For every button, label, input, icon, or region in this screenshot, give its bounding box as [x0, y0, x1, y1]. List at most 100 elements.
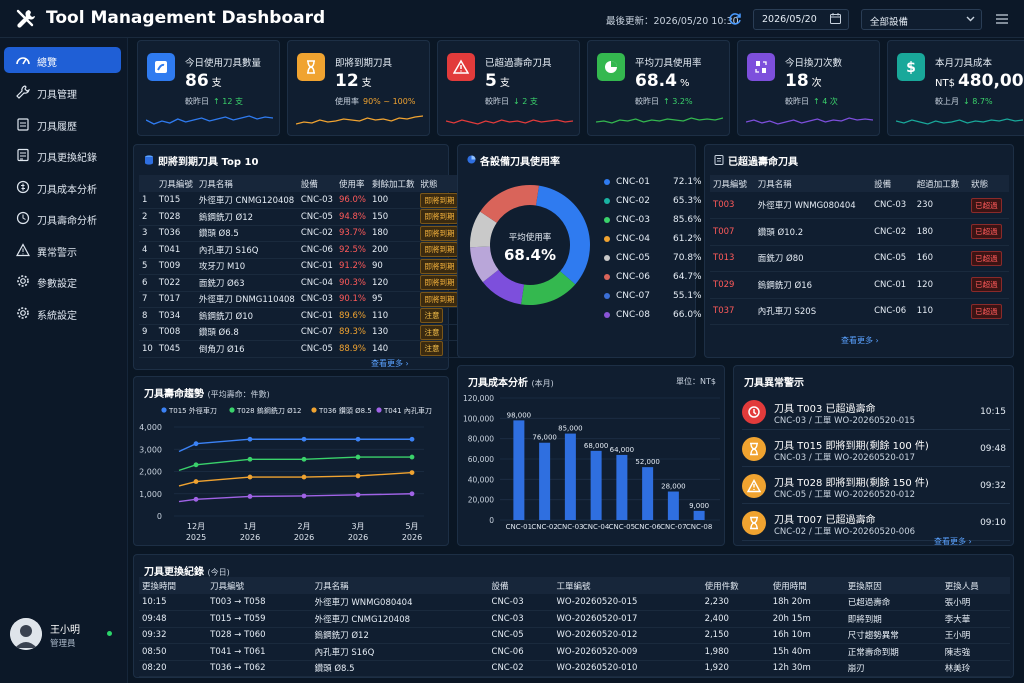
line-point[interactable]	[247, 436, 253, 442]
line-point[interactable]	[193, 462, 199, 468]
table-row[interactable]: 4 T041 內孔車刀 S16Q CNC-06 92.5% 200 即將到期	[139, 241, 462, 259]
user-profile[interactable]: 王小明 管理員	[10, 618, 125, 654]
line-point[interactable]	[409, 491, 415, 497]
sidebar-item-alerts[interactable]: 異常警示	[4, 237, 121, 263]
sidebar-item-change-records[interactable]: 刀具更換紀錄	[4, 142, 121, 168]
bar[interactable]	[667, 491, 679, 520]
kpi-card-avg-usage-rate[interactable]: 平均刀具使用率 68.4% 較昨日 ↑ 3.2%	[587, 40, 730, 136]
table-row[interactable]: 2 T028 鎢鋼銑刀 Ø12 CNC-05 94.8% 150 即將到期	[139, 208, 462, 226]
line-point[interactable]	[301, 436, 307, 442]
kpi-card-expiring-tools[interactable]: 即將到期刀具 12 支使用率 90% ~ 100%	[287, 40, 430, 136]
table-row[interactable]: T003 外徑車刀 WNMG080404 CNC-03 230 已超過	[710, 192, 1009, 219]
alert-item[interactable]: 刀具 T015 即將到期(剩餘 100 件) CNC-03 / 工單 WO-202…	[742, 433, 1010, 467]
sidebar-item-tool-history[interactable]: 刀具履歷	[4, 111, 121, 137]
table-row[interactable]: 7 T017 外徑車刀 DNMG110408 CNC-03 90.1% 95 即將到期	[139, 291, 462, 308]
overdue-tools-table-wrap: 刀具編號 刀具名稱 設備 超過加工數 狀態 T003 外徑車刀 WNMG080404 CNC…	[710, 175, 1009, 325]
line-point[interactable]	[193, 496, 199, 502]
table-cell: 140	[368, 340, 418, 358]
x-tick-label: CNC-08	[686, 523, 712, 531]
donut-slice[interactable]	[470, 246, 499, 283]
status-badge: 即將到期	[420, 192, 459, 208]
table-row[interactable]: 08:50 T041 → T061 內孔車刀 S16Q CNC-06 WO-202605…	[139, 643, 1010, 661]
hamburger-menu-icon[interactable]	[996, 13, 1008, 25]
line-point[interactable]	[355, 436, 361, 442]
sparkline-path	[296, 115, 423, 125]
legend-item-cnc-02: CNC-02 65.3%	[604, 196, 702, 206]
table-row[interactable]: 08:20 T036 → T062 鑽頭 Ø8.5 CNC-02 WO-20260520…	[139, 660, 1010, 677]
line-point[interactable]	[247, 474, 253, 480]
line-point[interactable]	[355, 473, 361, 479]
line-point[interactable]	[193, 441, 199, 447]
sidebar-item-tool-management[interactable]: 刀具管理	[4, 79, 121, 105]
donut-slice[interactable]	[480, 185, 539, 223]
line-point[interactable]	[409, 436, 415, 442]
kpi-card-tool-change-count[interactable]: 今日換刀次數 18 次較昨日 ↑ 4 次	[737, 40, 880, 136]
table-row[interactable]: 8 T034 鎢鋼銑刀 Ø10 CNC-01 89.6% 110 注意	[139, 307, 462, 325]
line-point[interactable]	[409, 454, 415, 460]
line-point[interactable]	[355, 492, 361, 498]
line-point[interactable]	[247, 494, 253, 499]
table-cell: T003	[710, 192, 755, 219]
legend-value: 64.7%	[673, 272, 702, 282]
line-point[interactable]	[409, 470, 415, 476]
donut-slice[interactable]	[521, 271, 576, 305]
line-point[interactable]	[301, 493, 307, 499]
equipment-select[interactable]: 全部設備	[861, 9, 982, 30]
table-row[interactable]: T007 鑽頭 Ø10.2 CNC-02 180 已超過	[710, 218, 1009, 246]
table-row[interactable]: 5 T009 攻牙刀 M10 CNC-01 91.2% 90 即將到期	[139, 258, 462, 275]
bar[interactable]	[642, 467, 654, 520]
bar[interactable]	[590, 450, 602, 520]
table-row[interactable]: 09:32 T028 → T060 鎢鋼銑刀 Ø12 CNC-05 WO-2026052…	[139, 627, 1010, 644]
line-point[interactable]	[247, 456, 253, 462]
alert-item[interactable]: 刀具 T007 已超過壽命 CNC-02 / 工單 WO-20260520-006…	[742, 507, 1010, 541]
kpi-value: 86 支	[185, 71, 222, 91]
donut-slice[interactable]	[482, 269, 525, 305]
table-row[interactable]: 10:15 T003 → T058 外徑車刀 WNMG080404 CNC-03 WO-…	[139, 594, 1010, 611]
table-row[interactable]: 6 T022 面銑刀 Ø63 CNC-04 90.3% 120 即將到期	[139, 274, 462, 292]
donut-slice[interactable]	[535, 185, 590, 285]
table-row[interactable]: T013 面銑刀 Ø80 CNC-05 160 已超過	[710, 245, 1009, 272]
table-row[interactable]: 09:48 T015 → T059 外徑車刀 CNMG120408 CNC-03 WO-…	[139, 610, 1010, 628]
table-row[interactable]: 9 T008 鑽頭 Ø6.8 CNC-07 89.3% 130 注意	[139, 324, 462, 341]
line-point[interactable]	[355, 454, 361, 460]
bar[interactable]	[539, 442, 551, 520]
sidebar-item-system-settings[interactable]: 系統設定	[4, 300, 121, 326]
sidebar-item-life-analysis[interactable]: 刀具壽命分析	[4, 205, 121, 231]
alert-item[interactable]: 刀具 T028 即將到期(剩餘 150 件) CNC-05 / 工單 WO-202…	[742, 470, 1010, 504]
table-row[interactable]: T037 內孔車刀 S20S CNC-06 110 已超過	[710, 298, 1009, 325]
sidebar-item-cost-analysis[interactable]: 刀具成本分析	[4, 174, 121, 200]
calendar-icon[interactable]	[830, 13, 841, 24]
line-point[interactable]	[301, 474, 307, 480]
sidebar-item-parameters[interactable]: 參數設定	[4, 268, 121, 294]
table-header: 更換時間	[139, 577, 208, 594]
bar[interactable]	[616, 454, 628, 520]
alerts-more-link[interactable]: 查看更多 ›	[934, 537, 972, 546]
kpi-card-tool-usage[interactable]: 今日使用刀具數量 86 支較昨日 ↑ 12 支	[137, 40, 280, 136]
table-row[interactable]: 3 T036 鑽頭 Ø8.5 CNC-02 93.7% 180 即將到期	[139, 225, 462, 242]
table-cell: T041	[155, 241, 196, 259]
bar[interactable]	[693, 510, 705, 520]
table-cell: 已超過壽命	[844, 594, 942, 611]
table-row[interactable]: T029 鎢鋼銑刀 Ø16 CNC-01 120 已超過	[710, 271, 1009, 299]
bar[interactable]	[564, 433, 576, 520]
refresh-icon[interactable]	[728, 12, 742, 26]
line-point[interactable]	[193, 479, 199, 484]
sidebar-item-overview[interactable]: 總覽	[4, 47, 121, 73]
kpi-card-monthly-cost[interactable]: $ 本月刀具成本 NT$480,000 較上月 ↓ 8.7%	[887, 40, 1024, 136]
clipboard-icon	[17, 118, 29, 131]
expiring-more-link[interactable]: 查看更多 ›	[371, 359, 409, 368]
sparkline-path	[146, 115, 273, 125]
kpi-card-overdue-tools[interactable]: 已超過壽命刀具 5 支較昨日 ↓ 2 支	[437, 40, 580, 136]
chevron-down-icon[interactable]	[966, 14, 975, 23]
table-row[interactable]: 10 T045 倒角刀 Ø16 CNC-05 88.9% 140 注意	[139, 340, 462, 358]
table-row[interactable]: 1 T015 外徑車刀 CNMG120408 CNC-03 96.0% 100 即將到期	[139, 192, 462, 209]
overdue-more-link[interactable]: 查看更多 ›	[841, 336, 879, 345]
alert-item[interactable]: 刀具 T003 已超過壽命 CNC-03 / 工單 WO-20260520-015…	[742, 396, 1010, 430]
bar[interactable]	[513, 420, 525, 520]
table-cell: 5	[139, 258, 156, 275]
table-cell: 16h 10m	[769, 627, 845, 644]
date-picker[interactable]: 2026/05/20	[753, 9, 849, 30]
line-point[interactable]	[301, 456, 307, 462]
donut-slice[interactable]	[470, 211, 497, 248]
y-tick-label: 1,000	[139, 490, 162, 499]
